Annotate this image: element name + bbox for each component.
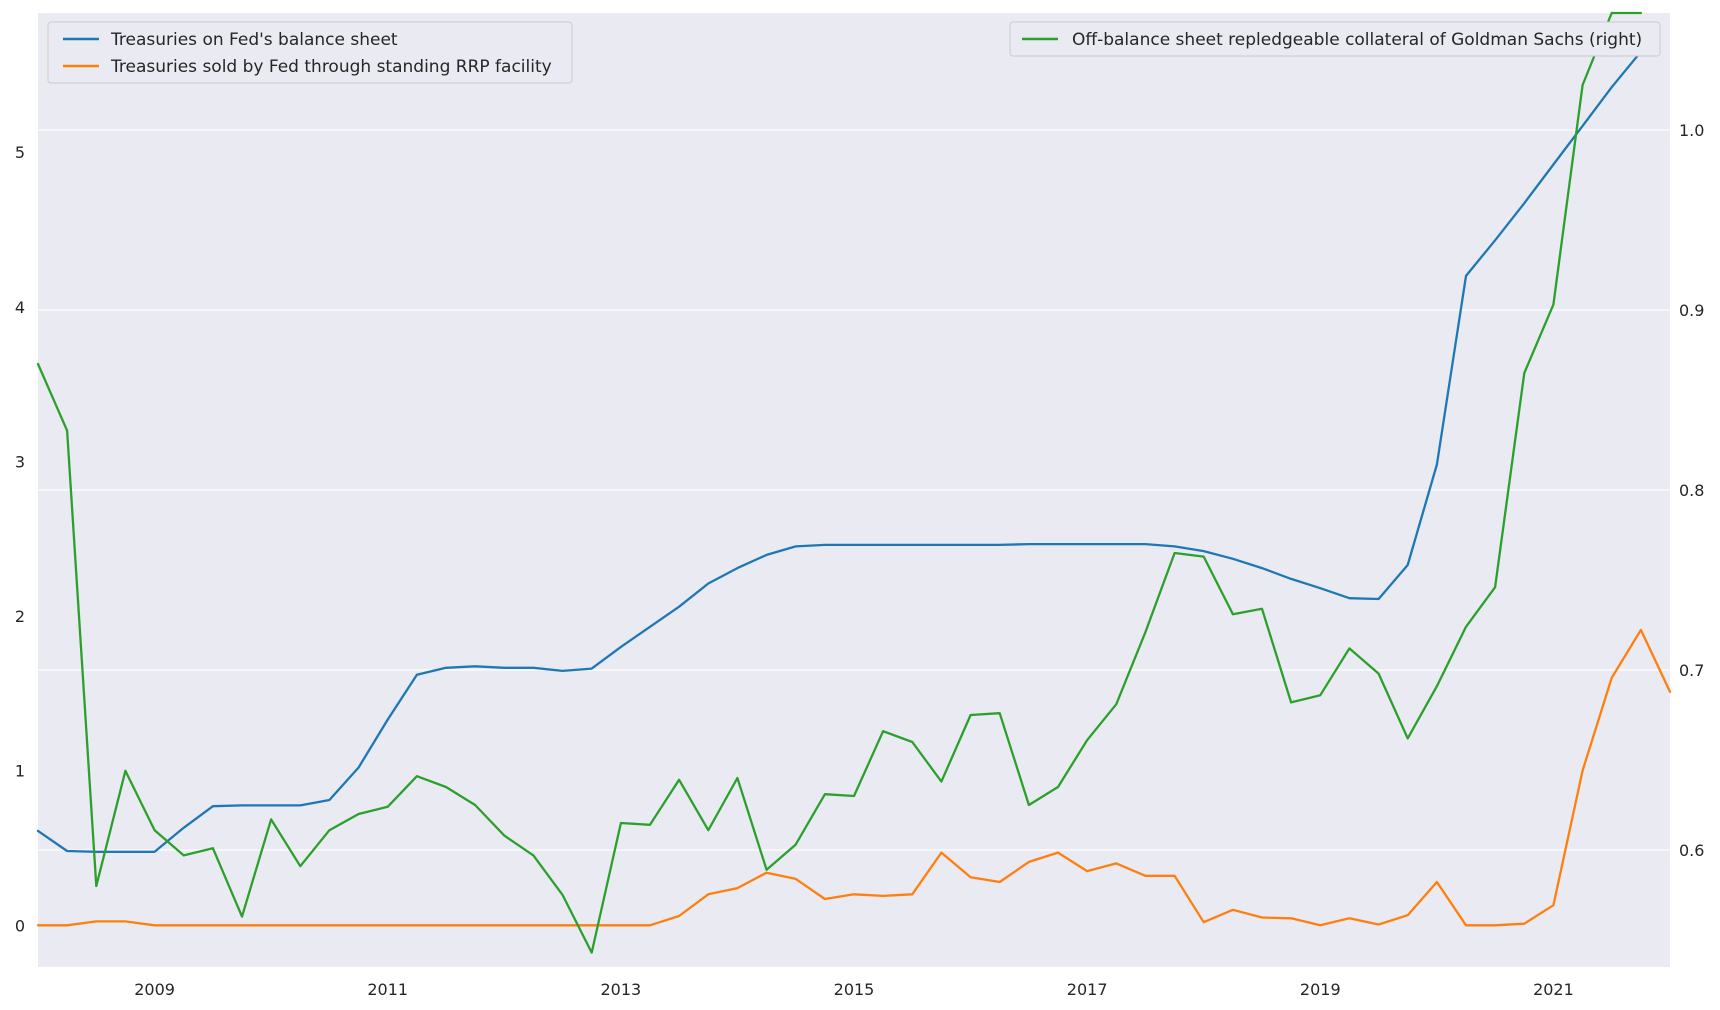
- right-tick-label: 0.8: [1679, 481, 1704, 500]
- series-line-0: [36, 50, 1643, 853]
- left-tick-label: 4: [15, 298, 25, 317]
- x-tick-label: 2011: [367, 980, 408, 999]
- series-lines: [36, 11, 1672, 954]
- grid: [38, 129, 1670, 851]
- x-tick-label: 2021: [1533, 980, 1574, 999]
- x-axis: 2009 2011 2013 2015 2017 2019 2021: [134, 980, 1574, 999]
- x-tick-label: 2019: [1300, 980, 1341, 999]
- right-tick-label: 0.9: [1679, 301, 1704, 320]
- right-axis: 0.6 0.7 0.8 0.9 1.0: [1679, 121, 1704, 860]
- legend-right-box: [1009, 21, 1661, 57]
- legend-right: Off-balance sheet repledgeable collatera…: [1009, 21, 1661, 57]
- left-axis: 0 1 2 3 4 5: [15, 143, 25, 935]
- left-tick-label: 0: [15, 916, 25, 935]
- series-line-1: [36, 628, 1672, 927]
- series-line-2: [36, 11, 1643, 954]
- left-tick-label: 2: [15, 607, 25, 626]
- right-tick-label: 0.7: [1679, 661, 1704, 680]
- right-tick-label: 0.6: [1679, 841, 1704, 860]
- legend-left: Treasuries on Fed's balance sheet Treasu…: [47, 21, 573, 84]
- x-tick-label: 2013: [600, 980, 641, 999]
- legend-left-box: [47, 21, 573, 84]
- x-tick-label: 2017: [1067, 980, 1108, 999]
- x-tick-label: 2009: [134, 980, 175, 999]
- legend-label-goldman-collateral: Off-balance sheet repledgeable collatera…: [1072, 30, 1642, 50]
- right-tick-label: 1.0: [1679, 121, 1704, 140]
- left-tick-label: 3: [15, 452, 25, 471]
- legend-label-fed-balance-sheet: Treasuries on Fed's balance sheet: [110, 30, 398, 50]
- x-tick-label: 2015: [834, 980, 875, 999]
- left-tick-label: 5: [15, 143, 25, 162]
- legend-label-rrp-facility: Treasuries sold by Fed through standing …: [110, 57, 552, 77]
- left-tick-label: 1: [15, 762, 25, 781]
